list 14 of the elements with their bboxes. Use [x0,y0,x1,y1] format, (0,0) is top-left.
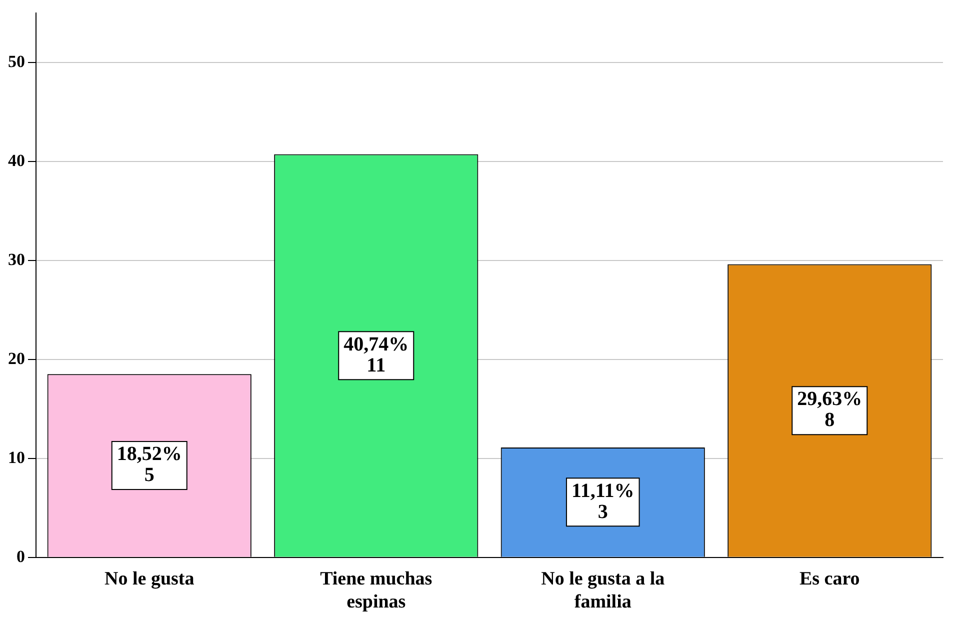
y-tick-label: 40 [8,151,25,170]
y-tick-label: 0 [16,546,25,566]
data-label: 11,11% 3 [571,480,634,523]
y-tick-label: 10 [8,448,25,467]
x-tick-label: Tiene muchas espinas [320,568,432,613]
x-tick-label: Es caro [799,568,860,590]
y-tick-label: 20 [8,348,25,368]
data-label: 18,52% 5 [116,443,182,486]
data-label: 40,74% 11 [344,333,409,376]
data-label: 29,63% 8 [797,388,862,432]
y-tick-label: 50 [8,52,25,72]
x-tick-label: No le gusta a la familia [541,568,666,613]
y-tick-label: 30 [8,250,25,269]
x-tick-label: No le gusta [104,568,195,590]
